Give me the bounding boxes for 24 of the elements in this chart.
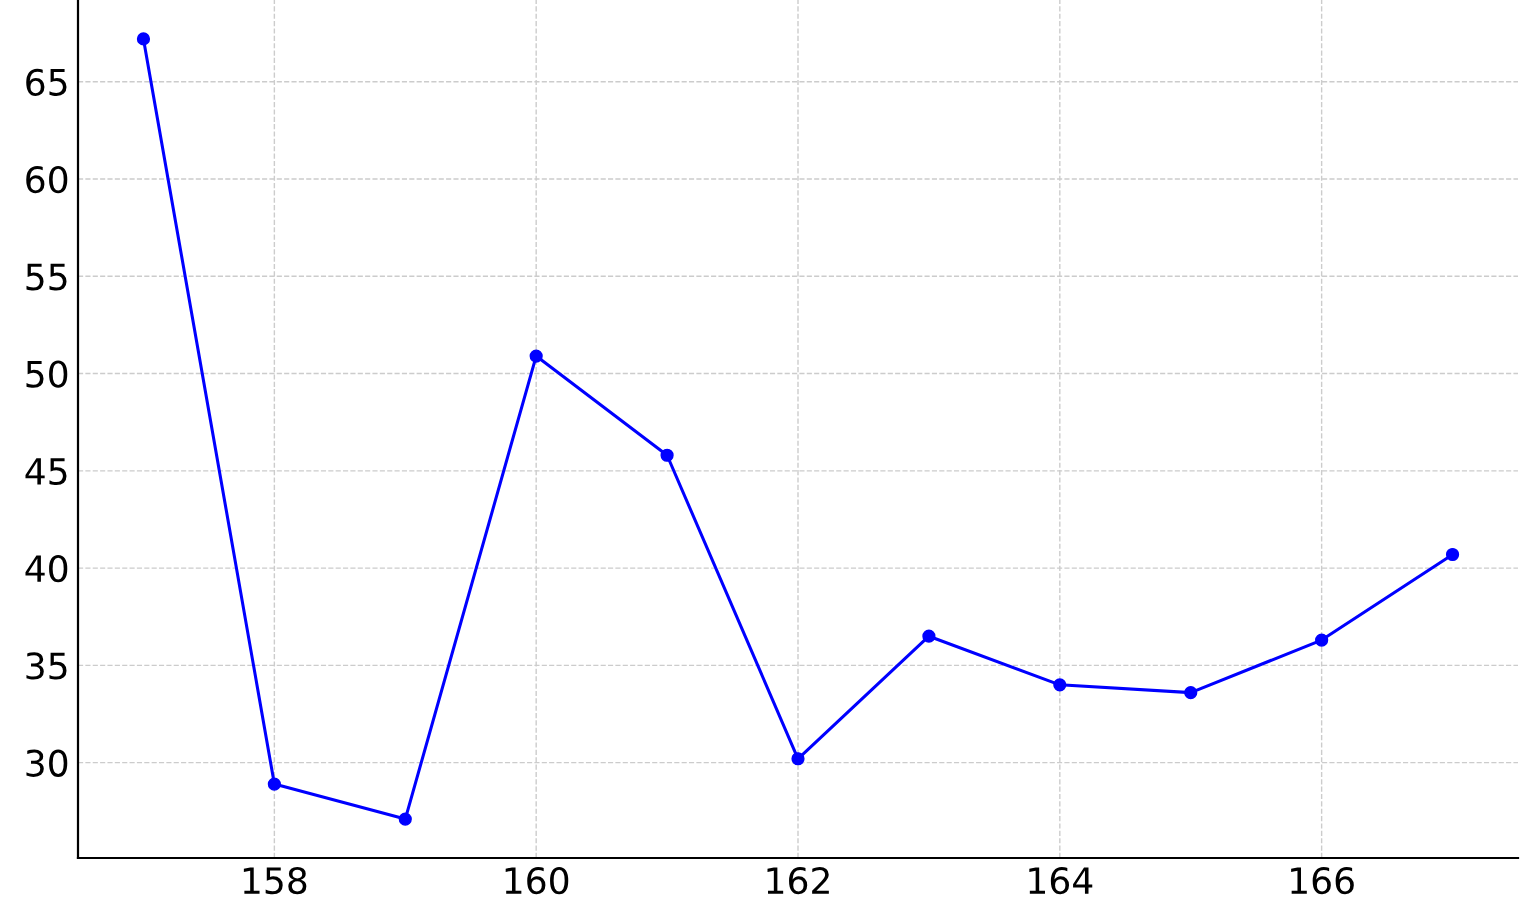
y-tick-label: 65	[26, 68, 67, 96]
point	[1184, 686, 1198, 700]
point	[1445, 547, 1460, 562]
x-tick-label: 166	[1291, 866, 1354, 895]
y-tick-label: 55	[26, 263, 67, 291]
point	[660, 448, 674, 462]
x-tick-label: 160	[505, 866, 569, 895]
y-tick-label: 40	[25, 555, 68, 583]
point	[791, 752, 805, 766]
x-tick-label: 164	[1029, 866, 1093, 895]
point	[1315, 633, 1329, 647]
point	[267, 777, 281, 791]
point	[398, 812, 412, 826]
y-tick-label: 35	[26, 652, 67, 680]
y-tick-label: 50	[26, 360, 68, 388]
point	[136, 32, 151, 46]
point	[1053, 678, 1067, 692]
y-tick-label: 30	[26, 749, 68, 777]
point	[922, 629, 936, 643]
x-tick-label: 158	[243, 866, 307, 895]
y-tick-label: 45	[25, 458, 67, 486]
x-tick-label: 162	[767, 866, 829, 895]
y-tick-label: 60	[26, 165, 68, 194]
point	[529, 349, 543, 363]
